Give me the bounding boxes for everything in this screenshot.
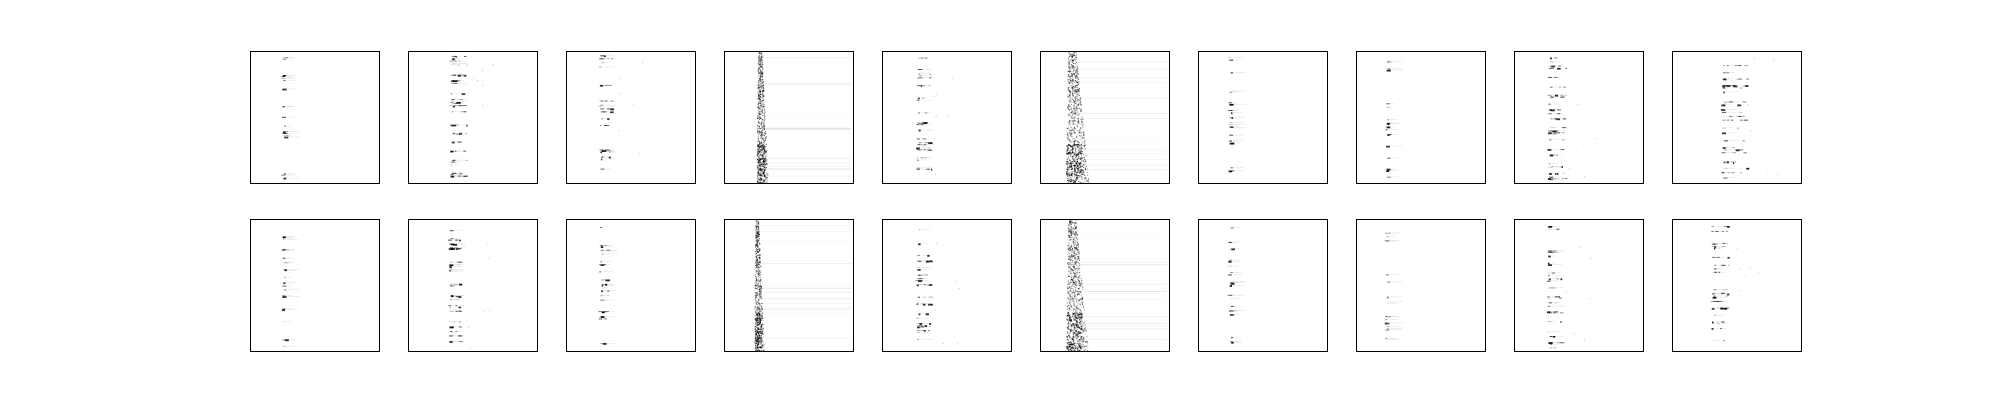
spectrogram-image <box>1066 52 1168 183</box>
spectrogram-panel-r2-c7 <box>1198 219 1328 352</box>
spectrogram-image <box>598 226 618 345</box>
spectrogram-image <box>281 236 300 347</box>
spectrogram-image <box>915 57 954 175</box>
spectrogram-panel-r1-c3 <box>566 51 696 184</box>
spectrogram-image <box>915 228 960 345</box>
spectrogram-panel-r2-c9 <box>1514 219 1644 352</box>
spectrogram-image <box>1066 220 1168 351</box>
spectrogram-panel-r2-c2 <box>408 219 538 352</box>
spectrogram-image <box>753 220 852 351</box>
spectrogram-panel-r1-c2 <box>408 51 538 184</box>
spectrogram-image <box>1710 226 1760 341</box>
spectrogram-panel-r2-c4 <box>724 219 854 352</box>
spectrogram-panel-r2-c10 <box>1672 219 1802 352</box>
spectrogram-panel-r1-c7 <box>1198 51 1328 184</box>
spectrogram-panel-r1-c6 <box>1040 51 1170 184</box>
spectrogram-panel-r1-c1 <box>250 51 380 184</box>
spectrogram-image <box>1228 57 1247 173</box>
spectrogram-image <box>1227 227 1247 344</box>
spectrogram-panel-r2-c3 <box>566 219 696 352</box>
spectrogram-panel-r1-c10 <box>1672 51 1802 184</box>
spectrogram-panel-r1-c9 <box>1514 51 1644 184</box>
spectrogram-image <box>1720 57 1779 179</box>
spectrogram-panel-r1-c4 <box>724 51 854 184</box>
spectrogram-image <box>1385 61 1404 178</box>
spectrogram-image <box>756 52 852 183</box>
spectrogram-image <box>1547 57 1596 181</box>
spectrogram-image <box>449 55 494 178</box>
spectrogram-panel-r2-c1 <box>250 219 380 352</box>
spectrogram-image <box>281 57 300 180</box>
spectrogram-panel-r1-c5 <box>882 51 1012 184</box>
spectrogram-panel-r2-c6 <box>1040 219 1170 352</box>
spectrogram-image <box>598 55 644 170</box>
spectrogram-panel-r1-c8 <box>1356 51 1486 184</box>
spectrogram-panel-r2-c5 <box>882 219 1012 352</box>
spectrogram-image <box>448 230 491 350</box>
spectrogram-panel-r2-c8 <box>1356 219 1486 352</box>
spectrogram-image <box>1546 226 1592 349</box>
spectrogram-image <box>1384 232 1404 341</box>
